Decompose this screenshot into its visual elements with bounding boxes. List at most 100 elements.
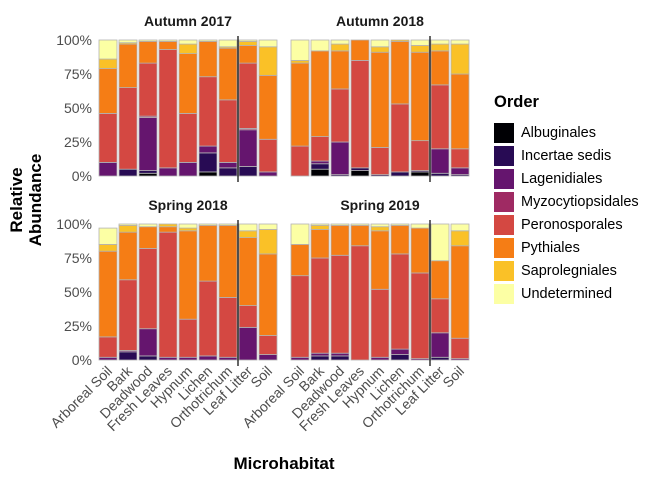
bar-segment <box>158 226 178 233</box>
y-tick-label: 25% <box>64 134 92 150</box>
bar-segment <box>178 318 198 358</box>
bar-segment <box>178 223 198 229</box>
bar-segment <box>198 224 218 282</box>
legend-label: Undetermined <box>521 285 613 302</box>
bar-segment <box>290 62 310 147</box>
bar-segment <box>430 172 450 177</box>
bar-segment <box>218 167 238 177</box>
bar-segment <box>330 88 350 143</box>
bar-segment <box>98 68 118 114</box>
bar-segment <box>390 223 410 226</box>
y-tick-label: 50% <box>64 100 92 116</box>
legend-label: Myzocytiopsidales <box>521 193 639 210</box>
bar-segment <box>118 43 138 89</box>
bar-segment <box>430 260 450 300</box>
bar-segment <box>370 230 390 290</box>
bar-segment <box>178 43 198 55</box>
legend-item: Albuginales <box>494 121 666 144</box>
bar-segment <box>430 50 450 86</box>
bar-segment <box>158 40 178 50</box>
legend-item: Peronosporales <box>494 213 666 236</box>
bar-segment <box>350 39 370 61</box>
bar-segment <box>198 171 218 177</box>
bar-segment <box>138 223 158 228</box>
legend-swatch <box>494 214 514 235</box>
bar-segment <box>178 39 198 45</box>
bar-segment <box>430 148 450 174</box>
legend-swatch <box>494 145 514 166</box>
bar-segment <box>290 39 310 61</box>
bar-segment <box>178 356 198 361</box>
bar-segment <box>310 136 330 162</box>
bar-segment <box>198 355 218 361</box>
y-tick-label: 100% <box>56 32 92 48</box>
bar-segment <box>390 103 410 173</box>
bar-segment <box>178 161 198 177</box>
bar-segment <box>310 355 330 361</box>
bar-segment <box>370 46 390 53</box>
bar-segment <box>290 356 310 361</box>
bar-segment <box>98 113 118 163</box>
bar-segment <box>258 171 278 177</box>
bar-segment <box>390 348 410 355</box>
bar-segment <box>310 229 330 259</box>
bar-segment <box>390 40 410 105</box>
bar-segment <box>138 39 158 42</box>
bar-segment <box>258 335 278 355</box>
bar-segment <box>258 354 278 361</box>
bar-segment <box>350 170 370 177</box>
bar-segment <box>310 39 330 52</box>
bar-segment <box>238 326 258 361</box>
bar-segment <box>330 352 350 357</box>
bar-segment <box>118 231 138 281</box>
bar-segment <box>290 275 310 358</box>
bar-segment <box>178 53 198 114</box>
bar-segment <box>238 129 258 167</box>
bar-segment <box>410 171 430 177</box>
legend-swatch <box>494 168 514 189</box>
bar-segment <box>390 354 410 361</box>
bar-segment <box>258 253 278 336</box>
bar-segment <box>290 145 310 177</box>
bar-segment <box>258 229 278 255</box>
bar-segment <box>258 138 278 173</box>
bar-segment <box>118 224 138 233</box>
bar-segment <box>98 250 118 338</box>
bar-segment <box>330 39 350 45</box>
bar-segment <box>450 245 470 339</box>
legend-item: Myzocytiopsidales <box>494 190 666 213</box>
y-axis-title: RelativeAbundance <box>7 154 45 247</box>
bar-segment <box>158 356 178 361</box>
panel-title: Autumn 2017 <box>144 13 232 29</box>
bar-segment <box>258 46 278 76</box>
bar-segment <box>430 356 450 361</box>
bar-segment <box>410 223 430 229</box>
bar-segment <box>330 141 350 176</box>
bar-segment <box>350 60 370 169</box>
bar-segment <box>410 272 430 360</box>
legend-label: Incertae sedis <box>521 147 612 164</box>
bar-segment <box>310 223 330 226</box>
bar-segment <box>450 148 470 169</box>
bar-segment <box>238 39 258 42</box>
bar-segment <box>218 224 238 298</box>
bar-segment <box>98 243 118 252</box>
bar-segment <box>138 170 158 174</box>
legend-label: Saprolegniales <box>521 262 617 279</box>
bar-segment <box>138 117 158 171</box>
panel-title: Autumn 2018 <box>336 13 424 29</box>
y-tick-label: 25% <box>64 318 92 334</box>
bar-segment <box>138 172 158 177</box>
bar-segment <box>430 39 450 45</box>
x-tick-label: Soil <box>439 363 467 391</box>
bar-segment <box>118 39 138 44</box>
bar-segment <box>330 355 350 361</box>
bar-segment <box>450 43 470 75</box>
bar-segment <box>98 356 118 361</box>
bar-segment <box>350 245 370 361</box>
bar-segment <box>158 231 178 358</box>
bar-segment <box>350 224 370 247</box>
bar-segment <box>238 230 258 239</box>
legend-item: Incertae sedis <box>494 144 666 167</box>
